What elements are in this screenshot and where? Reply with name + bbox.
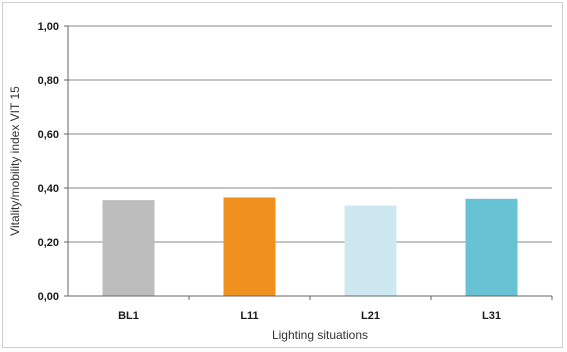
bar-l31 [465,198,518,296]
x-tick-labels: BL1 L11 L21 L31 [118,296,553,322]
x-tick-label: L11 [240,310,258,322]
bars [102,197,518,296]
y-tick-label: 0,00 [38,291,59,303]
y-tick-label: 0,20 [38,237,59,249]
y-tick-label: 0,80 [38,75,59,87]
y-tick-label: 0,40 [38,183,59,195]
bar-l21 [344,205,397,296]
y-tick-label: 1,00 [38,21,59,33]
bar-bl1 [102,200,155,296]
y-tick-labels: 0,00 0,20 0,40 0,60 0,80 1,00 [38,21,68,303]
y-axis-title: Vitality/mobility index VIT 15 [8,86,22,236]
y-tick-label: 0,60 [38,129,59,141]
x-tick-label: BL1 [118,310,139,322]
x-tick-label: L21 [361,310,380,322]
bar-l11 [223,197,276,296]
x-axis-title: Lighting situations [272,328,368,342]
x-tick-label: L31 [482,310,501,322]
